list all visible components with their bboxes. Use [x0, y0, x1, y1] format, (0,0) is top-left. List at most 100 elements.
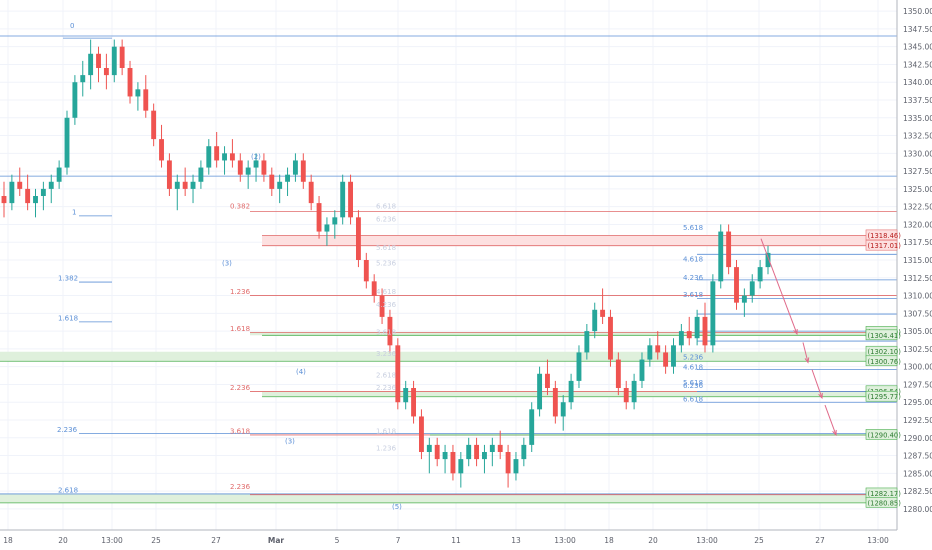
candle-body[interactable] — [608, 316, 613, 360]
candle-body[interactable] — [545, 373, 550, 388]
candle-body[interactable] — [229, 153, 235, 161]
candle-body[interactable] — [450, 452, 456, 474]
candle-body[interactable] — [253, 160, 259, 168]
candle-body[interactable] — [749, 281, 755, 296]
candle-body[interactable] — [639, 359, 645, 381]
candle-body[interactable] — [119, 46, 125, 68]
candle-body[interactable] — [316, 203, 322, 232]
candle-body[interactable] — [419, 416, 424, 452]
candle-body[interactable] — [403, 388, 409, 403]
candle-body[interactable] — [600, 309, 606, 317]
candle-body[interactable] — [340, 181, 346, 218]
candle-body[interactable] — [269, 174, 275, 189]
candle-body[interactable] — [718, 231, 724, 282]
candle-body[interactable] — [434, 444, 440, 460]
candle-body[interactable] — [623, 388, 629, 403]
candle-body[interactable] — [103, 68, 109, 76]
candle-body[interactable] — [245, 167, 251, 175]
candle-body[interactable] — [584, 331, 590, 353]
candle-body[interactable] — [482, 452, 487, 460]
candle-body[interactable] — [135, 89, 141, 97]
candle-body[interactable] — [521, 444, 527, 460]
candle-body[interactable] — [631, 380, 637, 403]
candle-body[interactable] — [1, 196, 7, 204]
candle-body[interactable] — [151, 110, 157, 140]
candle-body[interactable] — [560, 402, 566, 417]
candle-body[interactable] — [592, 309, 598, 332]
candle-body[interactable] — [529, 409, 535, 445]
candle-body[interactable] — [568, 380, 574, 403]
candle-body[interactable] — [395, 345, 401, 403]
candle-body[interactable] — [324, 224, 330, 232]
candle-body[interactable] — [56, 167, 62, 182]
candle-body[interactable] — [702, 316, 708, 346]
candle-body[interactable] — [757, 267, 763, 282]
candle-body[interactable] — [206, 146, 212, 168]
candle-body[interactable] — [379, 295, 385, 317]
candle-body[interactable] — [671, 345, 676, 367]
candle-body[interactable] — [678, 331, 684, 346]
candle-body[interactable] — [426, 444, 432, 452]
candle-body[interactable] — [25, 188, 31, 204]
candle-body[interactable] — [332, 217, 338, 225]
candle-body[interactable] — [505, 452, 511, 474]
candle-body[interactable] — [182, 181, 188, 189]
candle-body[interactable] — [214, 146, 220, 161]
candle-body[interactable] — [615, 359, 621, 388]
candlestick-series[interactable] — [1, 39, 771, 488]
candle-body[interactable] — [655, 345, 661, 353]
candle-body[interactable] — [111, 46, 117, 76]
candle-body[interactable] — [33, 196, 38, 204]
candle-body[interactable] — [647, 345, 653, 360]
candle-body[interactable] — [694, 316, 700, 339]
candle-body[interactable] — [17, 181, 23, 189]
candle-body[interactable] — [174, 181, 180, 189]
candle-body[interactable] — [300, 160, 306, 182]
candle-body[interactable] — [726, 231, 732, 268]
candle-body[interactable] — [387, 316, 393, 346]
candle-body[interactable] — [285, 174, 290, 182]
candle-body[interactable] — [190, 181, 196, 189]
candle-body[interactable] — [513, 459, 519, 474]
candle-body[interactable] — [127, 68, 133, 97]
candle-body[interactable] — [363, 260, 369, 282]
candle-body[interactable] — [765, 252, 771, 268]
candle-body[interactable] — [741, 295, 747, 303]
candle-body[interactable] — [576, 352, 582, 381]
candle-body[interactable] — [80, 75, 86, 83]
candle-body[interactable] — [64, 117, 70, 168]
candle-body[interactable] — [198, 167, 204, 182]
candle-body[interactable] — [143, 89, 149, 111]
candle-body[interactable] — [537, 373, 543, 410]
candle-body[interactable] — [710, 281, 716, 346]
candle-body[interactable] — [88, 53, 94, 76]
candle-body[interactable] — [40, 188, 46, 196]
candle-body[interactable] — [308, 181, 314, 204]
candle-body[interactable] — [355, 217, 361, 260]
candle-body[interactable] — [72, 82, 78, 118]
candle-body[interactable] — [686, 331, 692, 339]
candle-body[interactable] — [458, 459, 464, 474]
candle-body[interactable] — [9, 181, 15, 204]
candle-body[interactable] — [552, 388, 558, 417]
candle-body[interactable] — [48, 181, 54, 189]
candle-body[interactable] — [261, 160, 267, 175]
candle-body[interactable] — [159, 139, 164, 161]
time-axis[interactable]: 18 20 13:00 25 27 Mar 5 7 11 13 13:00 18 20 13:00 25 27… — [3, 536, 889, 545]
candle-body[interactable] — [411, 388, 417, 417]
candle-body[interactable] — [489, 444, 495, 452]
candle-body[interactable] — [371, 281, 377, 296]
candle-body[interactable] — [466, 444, 472, 460]
candle-body[interactable] — [222, 153, 227, 161]
candle-body[interactable] — [474, 444, 480, 460]
candle-body[interactable] — [237, 160, 243, 175]
candle-body[interactable] — [442, 452, 448, 460]
price-axis[interactable]: 1280.00 1282.50 1285.00 1287.50 1290.00 1292.… — [903, 7, 932, 514]
candle-body[interactable] — [497, 444, 503, 452]
candle-body[interactable] — [292, 160, 298, 175]
candle-body[interactable] — [663, 352, 669, 367]
candle-body[interactable] — [96, 53, 101, 68]
candle-body[interactable] — [277, 181, 283, 189]
candle-body[interactable] — [348, 181, 353, 218]
